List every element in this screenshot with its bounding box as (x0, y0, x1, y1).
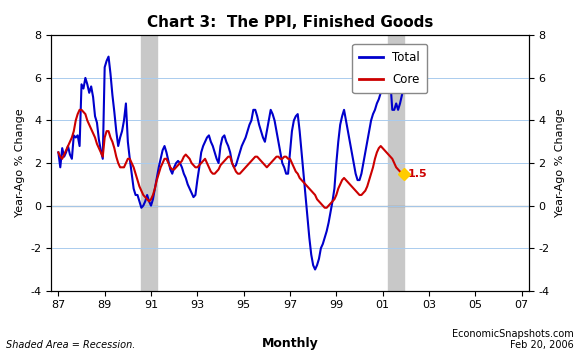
Text: 1.5: 1.5 (407, 169, 427, 179)
Text: Monthly: Monthly (262, 336, 318, 350)
Bar (142, 35, 157, 291)
Title: Chart 3:  The PPI, Finished Goods: Chart 3: The PPI, Finished Goods (147, 15, 433, 30)
Text: EconomicSnapshots.com
Feb 20, 2006: EconomicSnapshots.com Feb 20, 2006 (452, 329, 574, 350)
Text: 5.7: 5.7 (407, 79, 427, 89)
Y-axis label: Year-Ago % Change: Year-Ago % Change (555, 109, 565, 217)
Legend: Total, Core: Total, Core (352, 44, 427, 93)
Bar (389, 35, 404, 291)
Y-axis label: Year-Ago % Change: Year-Ago % Change (15, 109, 25, 217)
Text: Shaded Area = Recession.: Shaded Area = Recession. (6, 340, 135, 350)
